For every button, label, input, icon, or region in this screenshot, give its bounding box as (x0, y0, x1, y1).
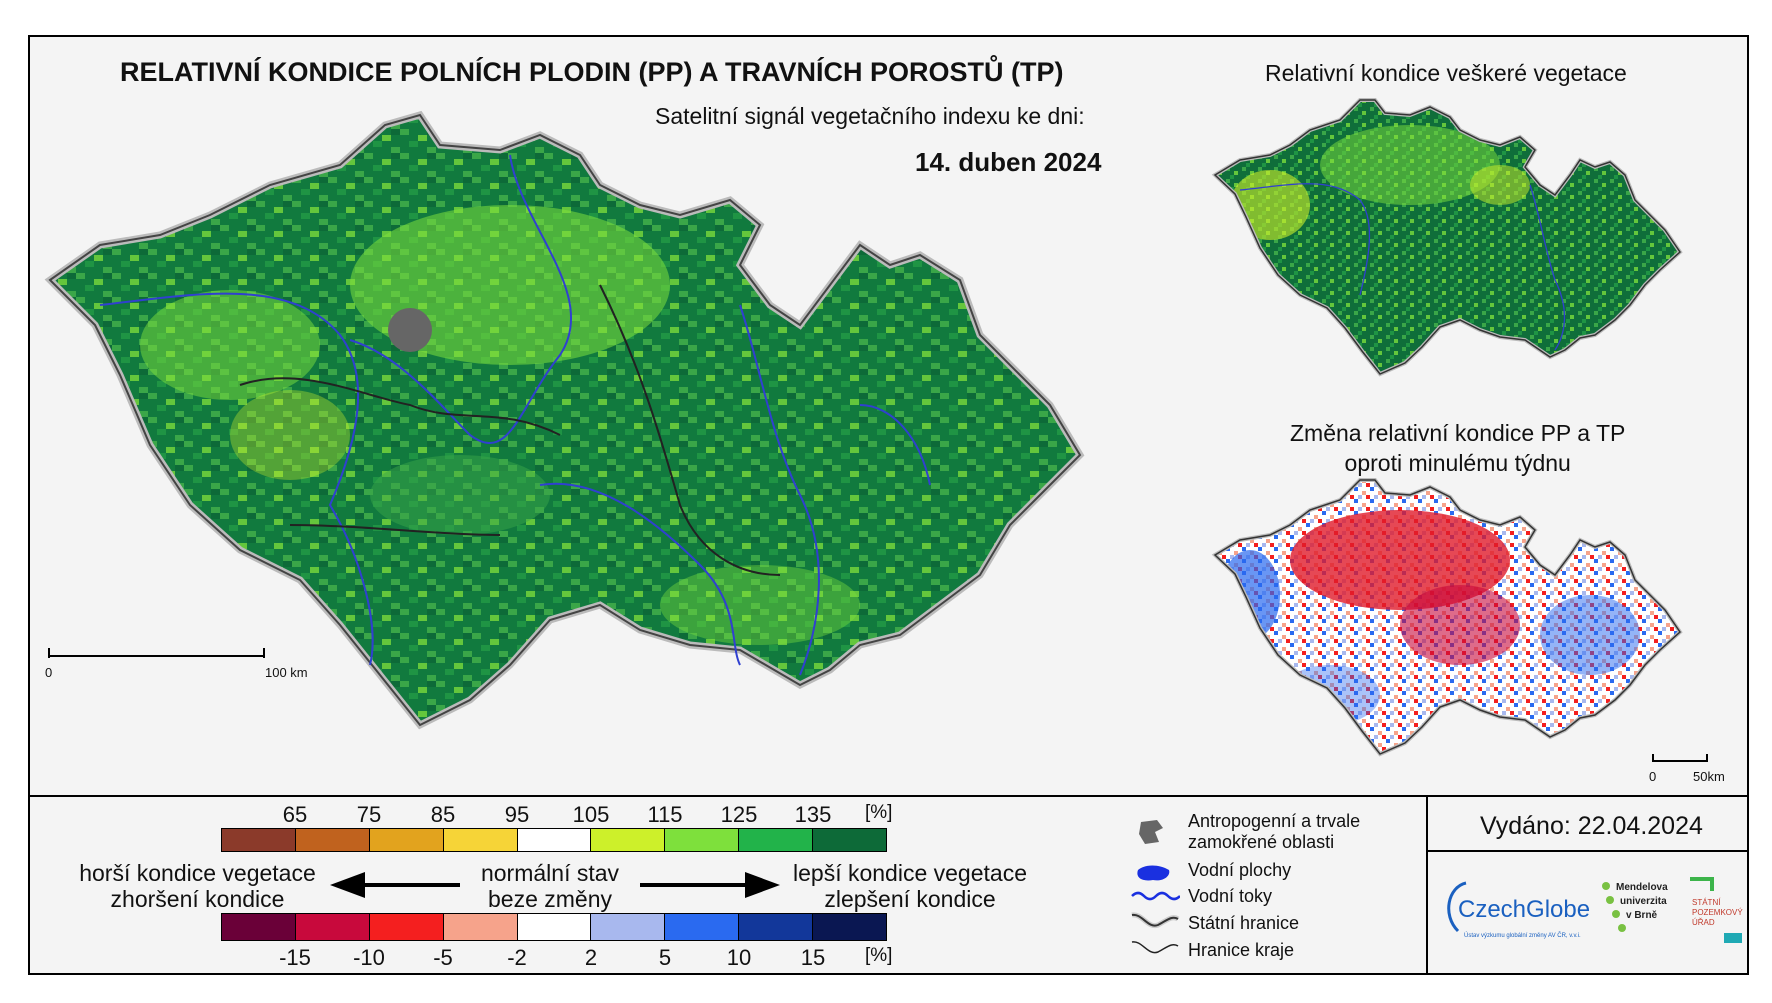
date-label: 14. duben 2024 (915, 147, 1102, 177)
spu-line1: STÁTNÍ (1692, 898, 1721, 907)
condition-swatch-1 (295, 829, 370, 851)
anthropogenic-icon (1139, 820, 1163, 844)
issued-divider (1426, 850, 1749, 852)
legend-divider-vertical (1426, 795, 1428, 975)
normal-label-line2: beze změny (487, 886, 612, 912)
czechglobe-logo: CzechGlobe Ústav výzkumu globální změny … (1447, 881, 1590, 939)
condition-swatch-7 (739, 829, 814, 851)
change-swatch-4 (517, 914, 592, 940)
region-border-icon (1131, 941, 1179, 954)
change-unit-label: [%] (865, 945, 893, 966)
legend-state-border: Státní hranice (1188, 913, 1300, 933)
inset-bottom-title-line1: Změna relativní kondice PP a TP (1290, 420, 1626, 446)
condition-color-bar (221, 828, 887, 852)
legend-anthropogenic-line1: Antropogenní a trvale (1188, 811, 1361, 831)
worse-label-line2: zhoršení kondice (110, 886, 285, 912)
change-tick-label: -5 (433, 945, 453, 970)
inset-scale-start: 0 (1649, 769, 1657, 784)
main-scale-start: 0 (45, 665, 53, 680)
czechglobe-subtitle: Ústav výzkumu globální změny AV ČR, v.v.… (1464, 932, 1581, 939)
change-tick-label: -2 (507, 945, 527, 970)
condition-swatch-8 (813, 829, 887, 851)
normal-label: normální stav beze změny (460, 860, 640, 912)
change-tick-label: -15 (279, 945, 311, 970)
legend-anthropogenic: Antropogenní a trvale zamokřené oblasti (1188, 811, 1360, 853)
legend-anthropogenic-line2: zamokřené oblasti (1188, 832, 1335, 852)
page-title: RELATIVNÍ KONDICE POLNÍCH PLODIN (PP) A … (120, 57, 1064, 87)
water-area-icon (1137, 865, 1170, 881)
river-icon (1131, 891, 1180, 901)
change-swatch-2 (369, 914, 444, 940)
change-tick-label: -10 (353, 945, 385, 970)
inset-change-map (1213, 478, 1682, 756)
condition-tick-label: 95 (504, 802, 530, 827)
condition-tick-label: 105 (572, 802, 610, 827)
issued-date: Vydáno: 22.04.2024 (1480, 812, 1703, 840)
condition-tick-label: 65 (282, 802, 308, 827)
legend-divider (28, 795, 1749, 797)
mendelu-line1: Mendelova (1616, 882, 1668, 893)
change-tick-label: 15 (800, 945, 826, 970)
mendelu-line2: univerzita (1620, 896, 1667, 907)
condition-tick-label: 85 (430, 802, 456, 827)
condition-swatch-4 (517, 829, 592, 851)
better-label-line2: zlepšení kondice (824, 886, 996, 912)
normal-label-line1: normální stav (480, 860, 620, 886)
condition-swatch-6 (665, 829, 740, 851)
inset-scale-tick-end (1706, 754, 1708, 762)
change-swatch-7 (739, 914, 814, 940)
inset-top-title: Relativní kondice veškeré vegetace (1265, 60, 1627, 86)
change-tick-label: 10 (726, 945, 752, 970)
change-swatch-0 (222, 914, 296, 940)
change-swatch-1 (295, 914, 370, 940)
main-scale-tick-start (48, 648, 50, 658)
condition-tick-label: 135 (794, 802, 832, 827)
change-tick-label: 2 (584, 945, 598, 970)
inset-vegetation-map (1213, 98, 1682, 376)
state-border-icon (1131, 912, 1180, 929)
main-map (40, 105, 1190, 770)
spu-line3: ÚŘAD (1692, 918, 1715, 927)
main-scale-bar (48, 655, 265, 657)
change-swatch-3 (443, 914, 518, 940)
inset-scale-tick-start (1652, 754, 1654, 762)
condition-unit-label: [%] (865, 802, 893, 823)
subtitle: Satelitní signál vegetačního indexu ke d… (655, 103, 1085, 129)
inset-bottom-title-line2: oproti minulému týdnu (1344, 450, 1571, 476)
czechglobe-name: CzechGlobe (1458, 896, 1590, 923)
change-tick-label: 5 (658, 945, 672, 970)
mendelu-logo: Mendelova univerzita v Brně (1602, 882, 1668, 932)
main-scale-tick-end (263, 648, 265, 658)
condition-tick-label: 75 (356, 802, 382, 827)
change-swatch-8 (813, 914, 887, 940)
condition-tick-label: 125 (720, 802, 758, 827)
inset-bottom-title: Změna relativní kondice PP a TP oproti m… (1290, 418, 1625, 478)
condition-swatch-2 (369, 829, 444, 851)
condition-tick-label: 115 (647, 802, 683, 827)
legend-region-border: Hranice kraje (1188, 940, 1295, 960)
change-swatch-6 (665, 914, 740, 940)
condition-swatch-5 (591, 829, 666, 851)
condition-swatch-0 (222, 829, 296, 851)
condition-swatch-3 (443, 829, 518, 851)
better-label-line1: lepší kondice vegetace (793, 860, 1027, 886)
arrow-right-icon (640, 872, 780, 898)
worse-label-line1: horší kondice vegetace (79, 860, 316, 886)
main-scale-end: 100 km (265, 665, 308, 680)
spu-logo: STÁTNÍ POZEMKOVÝ ÚŘAD (1690, 877, 1743, 943)
worse-label: horší kondice vegetace zhoršení kondice (65, 860, 330, 912)
spu-line2: POZEMKOVÝ (1692, 908, 1743, 917)
mendelu-line3: v Brně (1626, 910, 1658, 921)
change-color-bar (221, 913, 887, 941)
change-swatch-5 (591, 914, 666, 940)
arrow-left-icon (330, 872, 460, 898)
legend-rivers: Vodní toky (1188, 886, 1273, 906)
inset-scale-bar (1652, 760, 1708, 762)
legend-water-areas: Vodní plochy (1188, 860, 1292, 880)
inset-scale-end: 50km (1693, 769, 1725, 784)
better-label: lepší kondice vegetace zlepšení kondice (780, 860, 1040, 912)
